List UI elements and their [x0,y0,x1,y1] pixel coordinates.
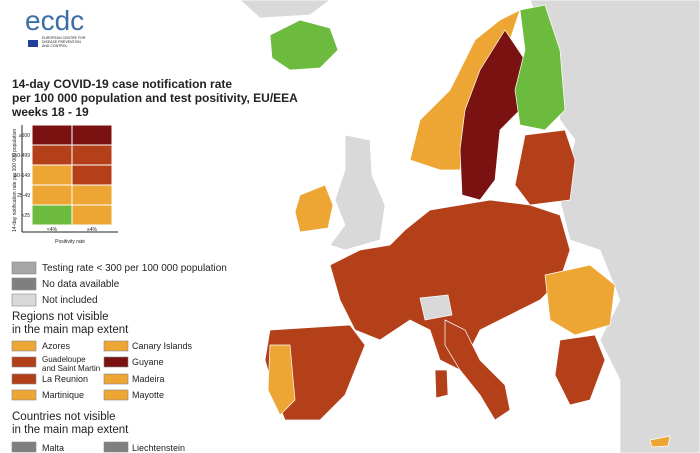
swatch [103,356,129,368]
section-title: Regions not visible [12,311,109,323]
region: and Saint Martin [42,364,100,373]
section-title: in the main map extent [12,324,129,336]
legend: Testing rate < 300 per 100 000 populatio… [11,261,227,307]
sweden [459,29,526,201]
cell [71,184,113,206]
cell [31,164,73,186]
italy [444,319,511,421]
title: 14-day COVID-19 case notification rate [12,77,232,91]
region: Guadeloupe [42,355,86,364]
swatch [11,356,37,368]
region: Canary Islands [132,341,193,351]
swatch [103,373,129,385]
ireland [294,184,334,233]
region: Madeira [132,374,165,384]
baltics [514,129,576,206]
swatch [11,277,37,291]
cyprus [649,435,671,448]
mainland [329,199,571,371]
region: Mayotte [132,390,164,400]
logo-subtitle: DISEASE PREVENTION [42,40,81,44]
swatch [11,441,37,453]
column-label: ≥4% [87,227,98,233]
title: per 100 000 population and test positivi… [12,91,298,105]
map [239,0,700,453]
cell [31,124,73,146]
row-label: <25 [22,213,31,219]
regions: Azores Guadeloupe and Saint Martin La Re… [11,340,193,401]
switzerland [419,294,453,321]
column-label: <4% [47,227,58,233]
legend-item: Testing rate < 300 per 100 000 populatio… [42,263,227,274]
logo: ecdc EUROPEAN CENTRE FOR DISEASE PREVENT… [25,5,86,48]
legend-item: Not included [42,295,98,306]
logo-subtitle: EUROPEAN CENTRE FOR [42,36,86,40]
logo-subtitle: AND CONTROL [42,44,68,48]
sardinia [434,369,449,399]
swatch [11,261,37,275]
cell [31,204,73,226]
region: Martinique [42,390,84,400]
row-label: 50-149 [14,173,30,179]
logo-text: ecdc [25,5,84,36]
swatch [11,340,37,352]
row-label: 150-499 [12,153,31,159]
cell [71,204,113,226]
country: Malta [42,443,64,453]
cell [31,184,73,206]
country: Liechtenstein [132,443,185,453]
title: weeks 18 - 19 [11,105,89,119]
swatch [11,389,37,401]
region: Azores [42,341,71,351]
section-title: Countries not visible [12,411,116,423]
eu-flag [28,40,38,47]
swatch [11,373,37,385]
cell [71,144,113,166]
romania-bulgaria [544,264,616,336]
section-title: in the main map extent [12,424,129,436]
row-label: 25-49 [17,193,30,199]
portugal [267,344,296,416]
swatch [103,389,129,401]
region: and Saint Martin [42,364,100,373]
matrix: 14-day notification rate per 100 000 pop… [12,124,118,245]
swatch [103,340,129,352]
matrix-y-label: 14-day notification rate per 100 000 pop… [12,129,18,232]
greenland [239,0,331,19]
region: Guadeloupe [42,355,86,364]
cell [31,144,73,166]
row-label: ≥500 [19,133,30,139]
finland [514,4,566,131]
iceland [269,19,339,71]
region: Guyane [132,357,164,367]
region: La Reunion [42,374,88,384]
greece [554,334,606,406]
swatch [11,293,37,307]
legend-item: No data available [42,279,120,290]
swatch [103,441,129,453]
cell [71,124,113,146]
cell [71,164,113,186]
uk [329,134,386,251]
matrix-x-label: Positivity rate [55,239,85,245]
